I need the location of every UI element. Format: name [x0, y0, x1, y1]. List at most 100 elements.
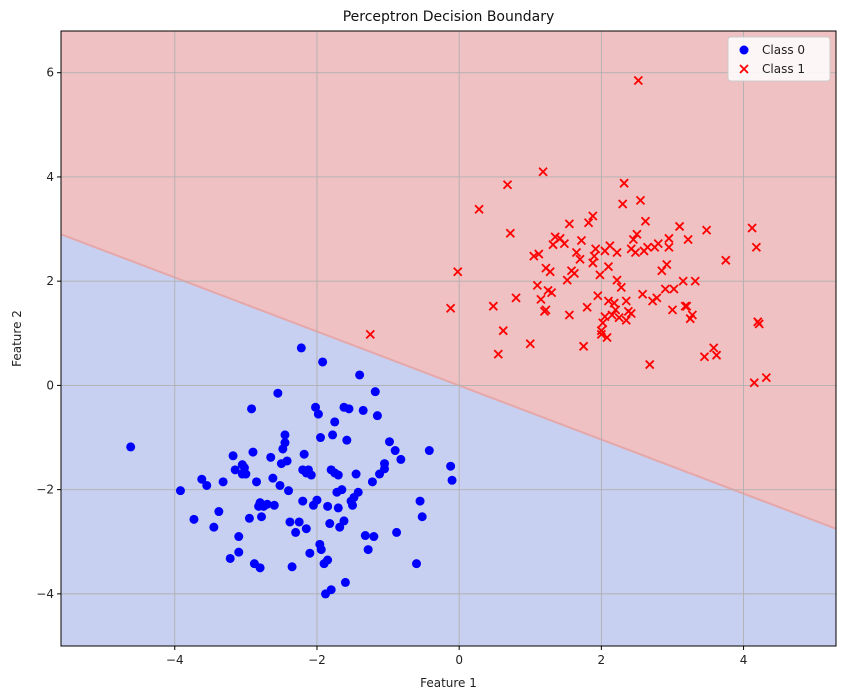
y-tick-label: 0: [46, 378, 54, 392]
class-1-point: [532, 280, 543, 290]
class-1-point: [569, 268, 579, 278]
class-0-point: [218, 477, 228, 487]
class-0-point: [252, 477, 262, 487]
class-0-point: [189, 514, 199, 524]
class-0-point: [372, 411, 382, 421]
y-tick-label: 4: [46, 170, 54, 184]
class-1-point: [761, 372, 771, 383]
class-0-point: [367, 477, 377, 487]
class-0-point: [269, 500, 279, 510]
plot-area: [61, 31, 836, 646]
class-0-point: [280, 438, 290, 448]
class-0-point: [351, 469, 361, 479]
class-0-point: [328, 430, 338, 440]
class-0-point: [126, 442, 136, 452]
class-1-point: [685, 314, 695, 324]
class-1-point: [488, 301, 498, 311]
class-1-region: [61, 31, 836, 529]
class-1-point: [664, 233, 674, 244]
class-0-point: [248, 447, 258, 457]
class-1-point: [682, 301, 692, 311]
class-1-point: [709, 343, 719, 353]
class-0-point: [234, 532, 244, 542]
legend-label-class-1: Class 1: [762, 62, 805, 76]
class-0-point: [369, 532, 379, 542]
plot-frame: [60, 30, 837, 647]
class-1-point: [653, 239, 663, 249]
class-1-point: [571, 247, 582, 258]
class-0-point: [363, 545, 373, 555]
x-tick-label: 0: [455, 653, 463, 667]
class-1-point: [595, 270, 605, 280]
class-0-point: [325, 519, 335, 529]
class-0-point: [305, 548, 315, 558]
class-1-point: [600, 311, 610, 322]
class-0-point: [342, 435, 352, 445]
class-1-point: [445, 303, 456, 313]
class-0-point: [275, 480, 285, 490]
class-1-point: [669, 284, 679, 294]
data-points: [126, 75, 771, 599]
class-0-point: [284, 486, 294, 496]
class-1-point: [664, 242, 674, 252]
class-0-point: [244, 513, 254, 523]
class-1-point: [605, 241, 615, 251]
class-1-point: [711, 350, 722, 360]
class-1-point: [603, 261, 614, 272]
class-0-point: [287, 562, 297, 572]
legend-label-class-0: Class 0: [762, 43, 805, 57]
class-1-point: [534, 249, 544, 259]
legend-box: [727, 36, 831, 82]
class-1-point: [591, 244, 601, 254]
class-0-point: [330, 468, 340, 478]
class-0-point: [355, 370, 365, 380]
grid-lines: [61, 31, 836, 646]
class-0-point: [299, 449, 309, 459]
class-0-point: [333, 503, 343, 513]
class-1-point: [616, 282, 626, 293]
class-1-point: [502, 180, 513, 190]
class-1-point: [603, 296, 614, 306]
class-1-point: [747, 223, 757, 233]
class-1-point: [721, 255, 731, 265]
class-0-point: [326, 585, 336, 595]
class-1-point: [754, 319, 764, 329]
class-1-point: [645, 359, 655, 370]
x-tick-label: −2: [308, 653, 326, 667]
class-0-point: [262, 499, 272, 509]
class-1-point: [609, 298, 619, 308]
class-0-point: [360, 531, 370, 541]
class-0-point: [417, 512, 427, 522]
class-1-point: [525, 339, 535, 349]
class-0-point: [415, 496, 425, 506]
class-1-point: [618, 199, 628, 209]
class-1-point: [662, 259, 672, 270]
x-tick-label: −4: [166, 653, 184, 667]
class-1-point: [660, 284, 670, 294]
legend: Class 0 Class 1: [727, 36, 831, 82]
class-1-point: [536, 294, 546, 305]
class-0-point: [291, 527, 301, 537]
class-1-point: [633, 75, 643, 86]
class-1-point: [493, 349, 503, 359]
class-1-point: [610, 305, 621, 315]
class-0-point: [280, 430, 290, 440]
class-0-point: [424, 446, 434, 456]
class-1-point: [511, 293, 521, 303]
class-0-point: [268, 473, 278, 483]
class-0-point: [301, 524, 311, 534]
class-0-point: [316, 433, 326, 443]
class-0-point: [337, 485, 347, 495]
y-tick-label: −4: [36, 587, 54, 601]
class-1-point: [640, 216, 651, 226]
class-0-point: [348, 500, 358, 510]
class-1-point: [538, 167, 548, 177]
class-1-point: [674, 221, 685, 232]
class-0-point: [396, 454, 406, 464]
class-0-point: [273, 388, 283, 398]
class-0-point: [228, 451, 238, 461]
class-1-point: [626, 308, 636, 319]
x-tick-label: 4: [740, 653, 748, 667]
y-tick-label: −2: [36, 483, 54, 497]
